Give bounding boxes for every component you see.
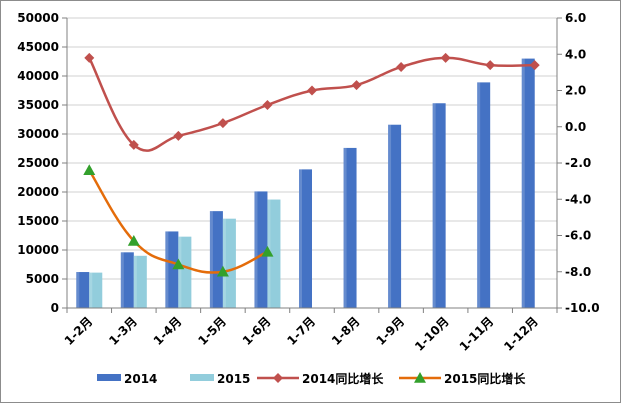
marker-2015同比增长 xyxy=(83,164,96,176)
marker-2014同比增长 xyxy=(128,139,139,150)
bar-2014 xyxy=(477,82,491,308)
bar-highlight xyxy=(254,191,258,308)
bar-2014 xyxy=(120,252,134,308)
bar-highlight xyxy=(133,255,137,308)
marker-2014同比增长 xyxy=(396,61,407,72)
marker-2015同比增长 xyxy=(261,245,274,257)
marker-2014同比增长 xyxy=(307,85,317,96)
legend-marker-2014同比增长 xyxy=(273,373,283,383)
marker-2014同比增长 xyxy=(84,52,95,63)
bar-highlight xyxy=(222,218,226,308)
bar-2014 xyxy=(388,124,402,308)
x-axis-tick-label: 1-2月 xyxy=(62,314,96,348)
x-axis-tick-label: 1-6月 xyxy=(240,314,274,348)
marker-2015同比增长 xyxy=(172,258,185,270)
right-axis-tick-label: 4.0 xyxy=(565,47,586,61)
right-axis-tick-label: -4.0 xyxy=(565,192,591,206)
legend-label: 2014同比增长 xyxy=(302,371,384,386)
bar-highlight xyxy=(209,211,213,308)
x-axis-tick-label: 1-8月 xyxy=(329,314,363,348)
marker-2014同比增长 xyxy=(485,60,496,71)
legend: 2014 2015 2014同比增长 2015同比增长 xyxy=(97,371,526,386)
marker-2014同比增长 xyxy=(440,52,451,63)
bar-highlight xyxy=(521,58,525,308)
bar-2014 xyxy=(254,191,268,308)
marker-2014同比增长 xyxy=(262,100,273,110)
x-axis-tick-label: 1-10月 xyxy=(412,314,452,354)
marker-2014同比增长 xyxy=(217,118,228,129)
legend-label: 2015同比增长 xyxy=(444,371,526,386)
right-axis-tick-label: -6.0 xyxy=(565,229,591,243)
marker-2014同比增长 xyxy=(173,130,184,141)
legend-swatch-2014 xyxy=(97,374,121,381)
bar-highlight xyxy=(432,103,436,308)
left-axis-tick-label: 40000 xyxy=(17,69,59,83)
x-axis-tick-label: 1-12月 xyxy=(501,314,541,354)
left-axis-tick-label: 35000 xyxy=(17,98,59,112)
legend-swatch-2015 xyxy=(190,374,214,381)
marker-2015同比增长 xyxy=(127,234,140,246)
x-axis-tick-label: 1-7月 xyxy=(284,314,318,348)
left-axis-tick-label: 5000 xyxy=(26,272,59,286)
axes xyxy=(62,17,562,313)
x-axis-tick-label: 1-9月 xyxy=(373,314,407,348)
bar-highlight xyxy=(120,252,124,308)
right-axis-tick-label: 6.0 xyxy=(565,11,586,25)
right-axis-tick-label: -2.0 xyxy=(565,156,591,170)
left-axis-tick-label: 10000 xyxy=(17,243,59,257)
left-axis-tick-label: 20000 xyxy=(17,185,59,199)
bar-2014 xyxy=(432,103,446,308)
bar-2014 xyxy=(165,231,179,308)
right-axis-tick-label: -8.0 xyxy=(565,265,591,279)
bar-highlight xyxy=(343,147,347,308)
bar-highlight xyxy=(388,124,392,308)
legend-label: 2015 xyxy=(217,372,250,386)
bar-highlight xyxy=(299,169,302,308)
bar-highlight xyxy=(89,272,93,308)
bar-highlight xyxy=(477,82,481,308)
bar-2014 xyxy=(299,169,312,308)
bar-2015 xyxy=(133,255,147,308)
right-axis-tick-label: -10.0 xyxy=(565,301,600,315)
legend-marker-2015同比增长 xyxy=(414,372,426,383)
right-axis-tick-label: 2.0 xyxy=(565,84,586,98)
bar-2014 xyxy=(76,272,90,308)
left-axis-tick-label: 0 xyxy=(51,301,59,315)
x-axis-tick-label: 1-11月 xyxy=(457,314,497,354)
x-axis-tick-label: 1-5月 xyxy=(195,314,229,348)
bar-2015 xyxy=(89,272,103,308)
x-axis-tick-label: 1-3月 xyxy=(106,314,140,348)
bar-highlight xyxy=(178,236,182,308)
marker-2015同比增长 xyxy=(216,265,229,277)
line-series xyxy=(83,52,540,277)
left-axis-tick-label: 15000 xyxy=(17,214,59,228)
left-axis-tick-label: 45000 xyxy=(17,40,59,54)
right-axis-tick-label: 0.0 xyxy=(565,120,586,134)
legend-label: 2014 xyxy=(124,372,157,386)
bar-highlight xyxy=(76,272,80,308)
left-axis-tick-label: 50000 xyxy=(17,11,59,25)
bar-2014 xyxy=(343,147,357,308)
left-axis-tick-label: 25000 xyxy=(17,156,59,170)
marker-2014同比增长 xyxy=(529,60,540,71)
line-2014同比增长 xyxy=(88,56,535,152)
bar-2014 xyxy=(209,211,223,308)
bar-2015 xyxy=(222,218,236,308)
bar-2014 xyxy=(521,58,535,308)
left-axis-tick-label: 30000 xyxy=(17,127,59,141)
bar-highlight xyxy=(165,231,169,308)
bar-2015 xyxy=(267,199,281,308)
x-axis-tick-label: 1-4月 xyxy=(151,314,185,348)
marker-2014同比增长 xyxy=(351,80,362,91)
bar-2015 xyxy=(178,236,192,308)
bar-series xyxy=(76,58,535,308)
